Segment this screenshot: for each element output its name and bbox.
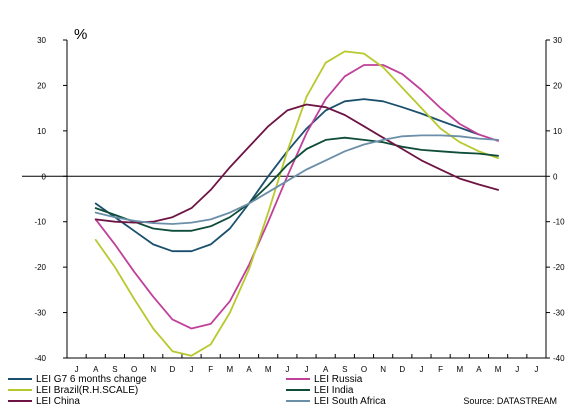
x-tick-label: M <box>265 365 272 374</box>
left-y-tick-label: 0 <box>42 172 47 181</box>
x-tick-label: S <box>112 365 117 374</box>
right-y-tick-label: 10 <box>553 127 562 136</box>
right-y-tick-label: 0 <box>553 172 558 181</box>
source-label: Source: DATASTREAM <box>463 396 557 406</box>
left-y-tick-label: -10 <box>34 218 46 227</box>
x-tick-label: D <box>399 365 405 374</box>
legend-label: LEI Russia <box>314 374 363 385</box>
x-tick-label: J <box>419 365 423 374</box>
x-tick-label: J <box>285 365 289 374</box>
left-y-tick-label: 10 <box>37 127 46 136</box>
x-tick-label: F <box>208 365 213 374</box>
x-tick-label: J <box>75 365 79 374</box>
x-tick-label: N <box>150 365 156 374</box>
legend-label: LEI South Africa <box>314 396 386 407</box>
right-y-tick-label: -20 <box>553 263 565 272</box>
axes: 30 30 20 20 10 10 0 0 -10 -10 -20 -20 -30 -30 -40 -40 J A… <box>22 36 565 374</box>
left-y-tick-label: -30 <box>34 309 46 318</box>
x-tick-label: O <box>361 365 367 374</box>
legend-label: LEI India <box>314 385 354 396</box>
x-tick-label: A <box>476 365 482 374</box>
series-lines <box>94 50 499 357</box>
right-y-tick-label: -10 <box>553 218 565 227</box>
x-tick-label: J <box>515 365 519 374</box>
x-tick-label: M <box>495 365 502 374</box>
legend-label: LEI China <box>36 396 80 407</box>
x-tick-label: N <box>380 365 386 374</box>
series-line-2 <box>94 64 499 330</box>
x-tick-label: J <box>190 365 194 374</box>
unit-label: % <box>74 26 87 43</box>
x-tick-label: S <box>342 365 347 374</box>
series-line-6 <box>94 134 499 225</box>
x-tick-label: A <box>246 365 252 374</box>
series-line-5 <box>94 103 499 224</box>
left-y-tick-label: 30 <box>37 36 46 45</box>
right-y-tick-label: 30 <box>553 36 562 45</box>
x-tick-label: M <box>456 365 463 374</box>
legend: LEI G7 6 months change LEI Russia LEI Braz… <box>8 374 386 407</box>
left-y-tick-label: -20 <box>34 263 46 272</box>
left-y-tick-label: 20 <box>37 81 46 90</box>
right-y-tick-label: 20 <box>553 81 562 90</box>
x-tick-label: A <box>93 365 99 374</box>
x-tick-label: D <box>169 365 175 374</box>
x-tick-label: A <box>323 365 329 374</box>
legend-label: LEI Brazil(R.H.SCALE) <box>36 385 138 396</box>
x-tick-label: J <box>305 365 309 374</box>
x-tick-label: M <box>227 365 234 374</box>
legend-label: LEI G7 6 months change <box>36 374 147 385</box>
left-y-tick-label: -40 <box>34 354 46 363</box>
right-y-tick-label: -40 <box>553 354 565 363</box>
x-tick-label: F <box>438 365 443 374</box>
x-tick-label: O <box>131 365 137 374</box>
series-line-4 <box>94 136 499 232</box>
series-line-3 <box>94 50 499 357</box>
right-y-tick-label: -30 <box>553 309 565 318</box>
x-tick-label: J <box>534 365 538 374</box>
